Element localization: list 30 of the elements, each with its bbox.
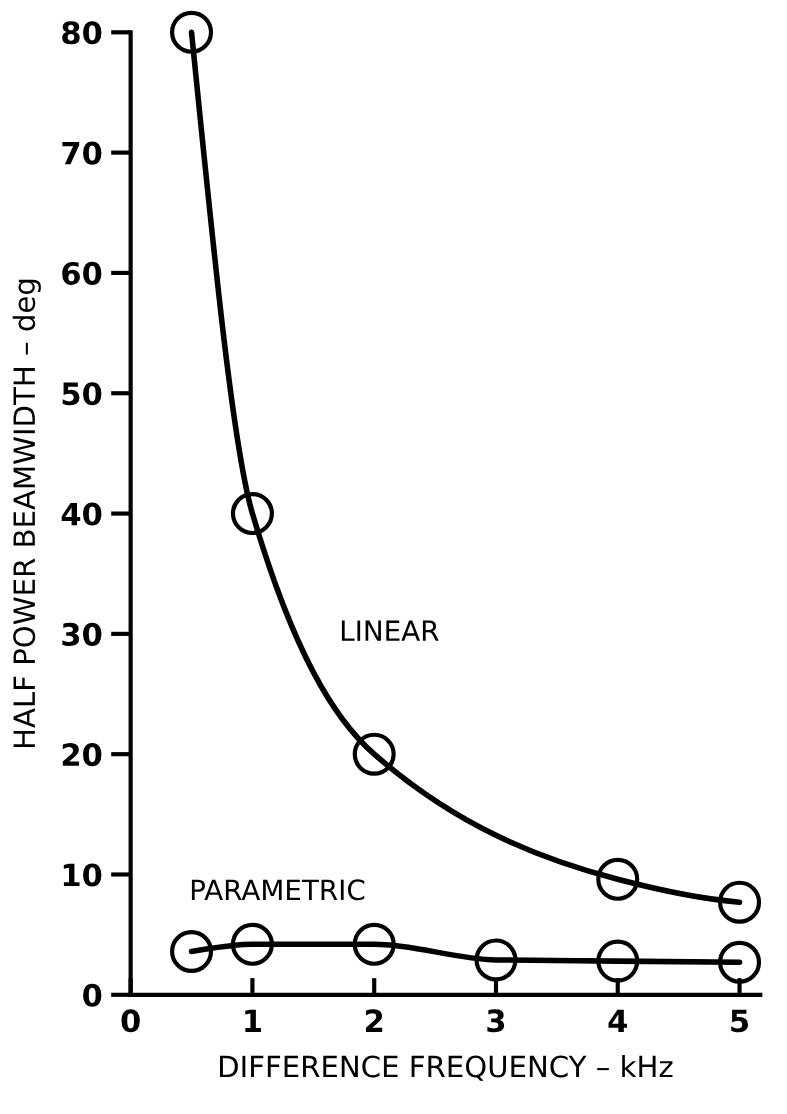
point: [230, 492, 274, 536]
point: [596, 939, 640, 983]
x-tick-label: 4: [608, 1009, 627, 1032]
y-axis-title: HALF POWER BEAMWIDTH – deg: [12, 279, 41, 748]
point: [596, 857, 640, 901]
point: [352, 922, 396, 966]
y-tick-label: 40: [61, 502, 102, 526]
y-tick-label: 80: [62, 21, 102, 45]
point: [230, 922, 274, 966]
point: [718, 880, 762, 924]
x-tick-label: 3: [487, 1009, 505, 1033]
point: [170, 929, 214, 974]
point: [474, 938, 518, 982]
point: [352, 732, 396, 776]
x-tick-label: 5: [731, 1009, 749, 1033]
legend-label: PARAMETRIC: [191, 879, 365, 901]
y-tick-label: 60: [62, 261, 102, 285]
x-axis-title: DIFFERENCE FREQUENCY – kHz: [220, 1054, 673, 1081]
y-tick-label: 70: [62, 141, 102, 165]
y-tick-label: 20: [62, 743, 102, 767]
y-tick-label: 10: [63, 863, 102, 887]
point: [170, 10, 214, 54]
point: [718, 940, 762, 984]
y-tick-label: 50: [62, 382, 102, 406]
x-tick-label: 2: [365, 1009, 383, 1032]
x-tick-label: 1: [245, 1009, 261, 1032]
series-label: LINEAR: [341, 620, 439, 641]
y-tick-label: 0: [83, 983, 102, 1007]
y-tick-label: 30: [62, 622, 102, 646]
x-tick-label: 0: [121, 1009, 140, 1033]
